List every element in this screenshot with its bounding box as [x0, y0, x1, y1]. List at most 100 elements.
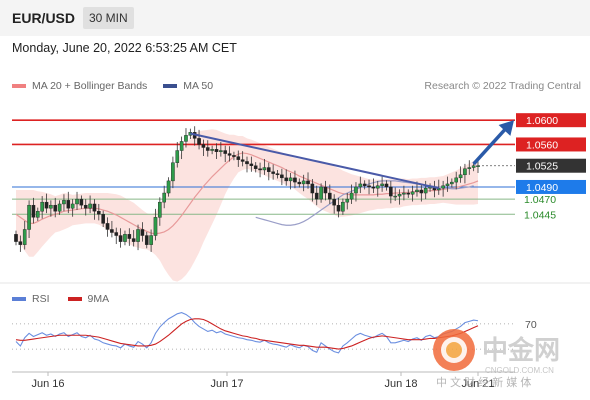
- legend-swatch-ma20: [12, 84, 26, 88]
- candle-body-82: [371, 186, 376, 189]
- legend-swatch-ma50: [163, 84, 178, 88]
- candle-body-105: [471, 165, 476, 168]
- bollinger-band: [16, 129, 478, 282]
- legend-swatch-rsi: [12, 297, 26, 301]
- candle-body-76: [345, 198, 350, 203]
- candle-body-98: [441, 185, 445, 189]
- legend-item-9ma: 9MA: [67, 293, 109, 305]
- candle-body-91: [410, 191, 415, 195]
- candle-body-16: [83, 204, 88, 209]
- candle-body-58: [266, 167, 271, 172]
- candle-body-31: [149, 235, 153, 245]
- candle-body-84: [380, 183, 384, 186]
- candle-body-61: [280, 174, 284, 179]
- candle-body-102: [458, 174, 463, 179]
- candle-body-69: [314, 192, 319, 200]
- candle-body-85: [384, 183, 389, 188]
- level-box-2: [516, 158, 586, 173]
- candle-body-43: [201, 144, 206, 148]
- candle-body-63: [288, 177, 293, 182]
- watermark: 中金网 CNGOLD.COM.CN 中 文 财 经 新 媒 体: [433, 329, 560, 389]
- candle-body-62: [284, 177, 289, 182]
- candle-body-49: [227, 153, 232, 156]
- candle-body-36: [171, 162, 175, 182]
- trendline-0: [190, 132, 439, 190]
- timeframe-button[interactable]: 30 MIN: [83, 7, 134, 29]
- candle-body-20: [101, 214, 105, 224]
- candle-body-18: [92, 203, 97, 212]
- candle-body-8: [49, 204, 53, 209]
- level-label-2: 1.0525: [526, 161, 558, 173]
- datetime-label: Monday, June 20, 2022 6:53:25 AM CET: [12, 41, 237, 55]
- candle-body-66: [301, 180, 306, 185]
- credit-label: Research © 2022 Trading Central: [424, 80, 581, 92]
- candle-body-73: [332, 198, 336, 206]
- candle-body-10: [57, 203, 62, 212]
- candle-body-42: [197, 138, 201, 145]
- x-tick-label-2: Jun 18: [384, 378, 417, 390]
- candle-body-74: [336, 204, 341, 212]
- candle-body-13: [70, 203, 75, 209]
- candle-body-44: [205, 147, 210, 151]
- candle-body-103: [463, 168, 467, 176]
- candle-body-34: [162, 192, 166, 203]
- candle-body-28: [136, 229, 140, 242]
- top-bar: EUR/USD 30 MIN: [0, 0, 590, 36]
- candle-body-38: [179, 141, 184, 151]
- candle-body-48: [223, 150, 228, 154]
- candle-body-88: [397, 194, 402, 197]
- candle-body-7: [44, 201, 49, 209]
- candle-body-12: [66, 200, 71, 209]
- candle-body-30: [144, 235, 149, 245]
- candle-body-4: [31, 204, 36, 218]
- candle-body-86: [389, 186, 393, 197]
- candle-body-57: [262, 167, 267, 171]
- candle-body-9: [53, 204, 58, 212]
- legend-label-ma50: MA 50: [183, 80, 214, 92]
- legend-label-ma20: MA 20 + Bollinger Bands: [32, 80, 148, 92]
- candle-body-54: [249, 163, 254, 166]
- level-box-0: [516, 113, 586, 128]
- legend-swatch-9ma: [67, 297, 82, 301]
- candle-body-94: [423, 187, 428, 194]
- candle-body-25: [123, 234, 127, 242]
- candle-body-2: [22, 229, 27, 245]
- candle-body-22: [110, 229, 114, 233]
- candle-body-81: [367, 185, 371, 188]
- candle-body-55: [253, 165, 258, 169]
- candle-body-46: [214, 149, 219, 152]
- candle-body-87: [393, 195, 397, 198]
- candle-body-92: [415, 189, 419, 193]
- candle-body-64: [293, 177, 297, 183]
- candle-body-60: [275, 173, 280, 176]
- candle-body-1: [18, 241, 23, 245]
- candle-body-23: [114, 232, 119, 236]
- candle-body-53: [245, 161, 249, 165]
- candle-body-32: [153, 217, 158, 236]
- candle-body-27: [131, 238, 136, 242]
- candle-body-106: [476, 165, 480, 167]
- candle-body-99: [445, 183, 450, 186]
- candle-body-47: [219, 150, 223, 152]
- candle-body-52: [240, 159, 245, 162]
- legend-item-ma50: MA 50: [163, 80, 213, 92]
- candle-body-65: [297, 181, 302, 185]
- candle-body-21: [105, 223, 110, 230]
- candle-body-59: [271, 171, 275, 174]
- candle-body-77: [349, 192, 354, 200]
- candle-body-15: [79, 198, 84, 206]
- candle-body-37: [175, 150, 180, 163]
- candle-body-67: [306, 180, 310, 185]
- x-tick-label-0: Jun 16: [31, 378, 64, 390]
- legend-item-rsi: RSI: [12, 293, 50, 305]
- legend-item-ma20: MA 20 + Bollinger Bands: [12, 80, 147, 92]
- watermark-slogan: 中 文 财 经 新 媒 体: [436, 375, 531, 389]
- candle-body-0: [14, 234, 18, 242]
- candle-body-100: [450, 181, 454, 185]
- candle-body-83: [375, 185, 380, 189]
- candle-body-89: [402, 192, 406, 195]
- candle-body-80: [362, 183, 367, 186]
- rsi-series-9ma: [15, 318, 479, 350]
- candle-body-19: [97, 211, 101, 215]
